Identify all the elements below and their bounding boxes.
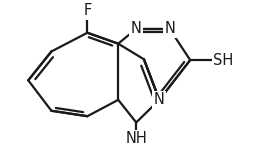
- Text: F: F: [83, 3, 91, 18]
- Text: N: N: [164, 21, 175, 36]
- Text: N: N: [131, 21, 142, 36]
- Text: NH: NH: [125, 131, 147, 146]
- Text: SH: SH: [214, 53, 234, 68]
- Text: N: N: [154, 92, 165, 107]
